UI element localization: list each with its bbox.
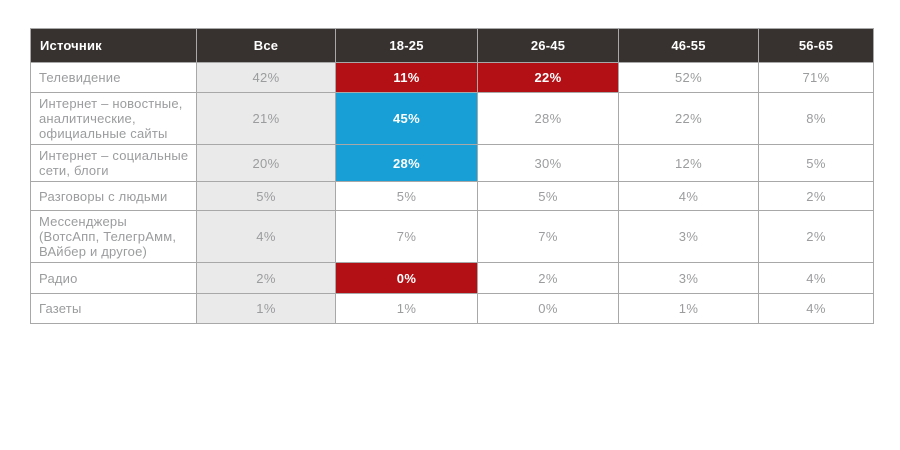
value-cell: 4% (758, 262, 874, 294)
value-cell: 5% (335, 181, 478, 211)
value-cell-highlight-blue: 28% (335, 144, 478, 182)
value-cell: 7% (335, 210, 478, 263)
value-cell: 1% (618, 293, 759, 324)
row-label: Разговоры с людьми (30, 181, 197, 211)
value-cell-highlight-red: 11% (335, 62, 478, 93)
column-header-46-55: 46-55 (618, 28, 759, 63)
value-cell: 4% (618, 181, 759, 211)
value-cell: 5% (477, 181, 619, 211)
row-messengers: Мессенджеры (ВотсАпп, ТелегрАмм, ВАйбер … (30, 210, 874, 263)
value-cell: 4% (758, 293, 874, 324)
value-cell: 3% (618, 210, 759, 263)
value-cell: 71% (758, 62, 874, 93)
value-cell: 1% (335, 293, 478, 324)
row-label: Мессенджеры (ВотсАпп, ТелегрАмм, ВАйбер … (30, 210, 197, 263)
value-cell: 20% (196, 144, 336, 182)
row-conversations: Разговоры с людьми 5% 5% 5% 4% 2% (30, 181, 874, 211)
row-label: Интернет – социальные сети, блоги (30, 144, 197, 182)
value-cell: 52% (618, 62, 759, 93)
value-cell: 2% (758, 210, 874, 263)
table-header-row: Источник Все 18-25 26-45 46-55 56-65 (30, 28, 874, 63)
value-cell: 2% (196, 262, 336, 294)
sources-by-age-table: Источник Все 18-25 26-45 46-55 56-65 Тел… (30, 28, 874, 324)
value-cell: 3% (618, 262, 759, 294)
row-label: Газеты (30, 293, 197, 324)
value-cell: 21% (196, 92, 336, 145)
value-cell: 30% (477, 144, 619, 182)
value-cell-highlight-blue: 45% (335, 92, 478, 145)
column-header-26-45: 26-45 (477, 28, 619, 63)
value-cell-highlight-red: 0% (335, 262, 478, 294)
value-cell: 2% (477, 262, 619, 294)
value-cell: 5% (196, 181, 336, 211)
row-label: Радио (30, 262, 197, 294)
value-cell: 0% (477, 293, 619, 324)
row-newspapers: Газеты 1% 1% 0% 1% 4% (30, 293, 874, 324)
value-cell: 7% (477, 210, 619, 263)
value-cell: 28% (477, 92, 619, 145)
value-cell-highlight-red: 22% (477, 62, 619, 93)
row-label: Телевидение (30, 62, 197, 93)
value-cell: 12% (618, 144, 759, 182)
column-header-18-25: 18-25 (335, 28, 478, 63)
value-cell: 42% (196, 62, 336, 93)
value-cell: 22% (618, 92, 759, 145)
value-cell: 5% (758, 144, 874, 182)
row-internet-social: Интернет – социальные сети, блоги 20% 28… (30, 144, 874, 182)
row-label: Интернет – новостные, аналитические, офи… (30, 92, 197, 145)
column-header-all: Все (196, 28, 336, 63)
value-cell: 2% (758, 181, 874, 211)
row-radio: Радио 2% 0% 2% 3% 4% (30, 262, 874, 294)
row-television: Телевидение 42% 11% 22% 52% 71% (30, 62, 874, 93)
value-cell: 1% (196, 293, 336, 324)
column-header-source: Источник (30, 28, 197, 63)
value-cell: 4% (196, 210, 336, 263)
row-internet-news-sites: Интернет – новостные, аналитические, офи… (30, 92, 874, 145)
column-header-56-65: 56-65 (758, 28, 874, 63)
value-cell: 8% (758, 92, 874, 145)
